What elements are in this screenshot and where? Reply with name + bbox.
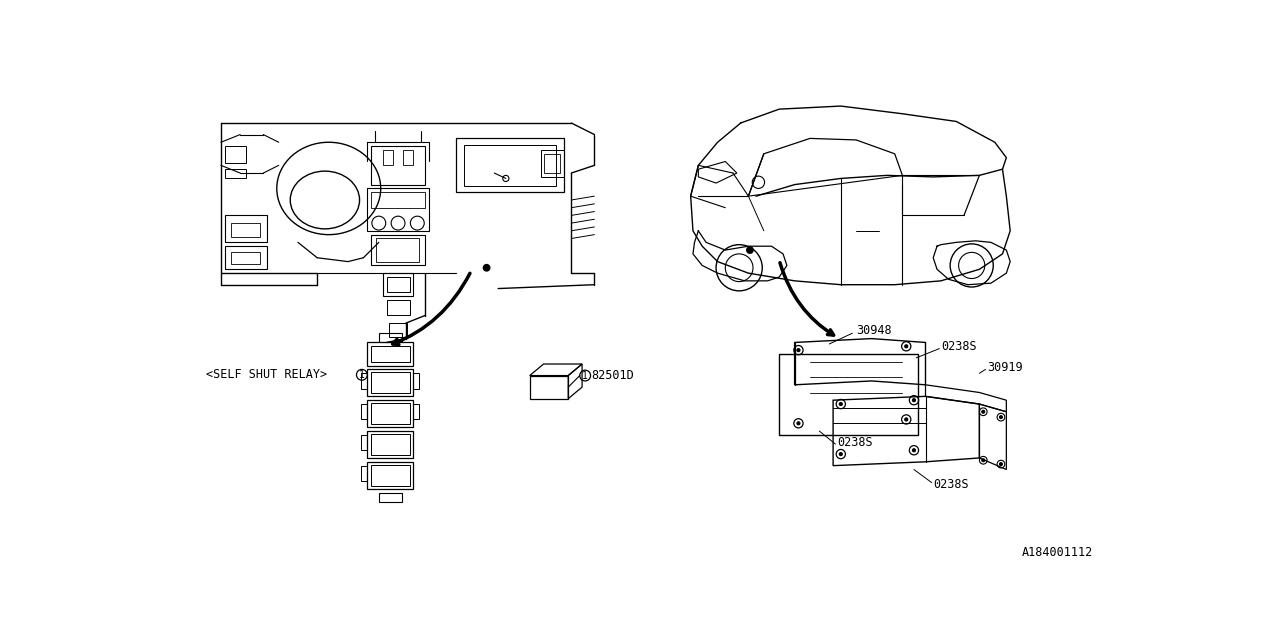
Bar [456, 138, 563, 192]
Bar [371, 192, 425, 208]
Bar [463, 145, 556, 186]
Bar [413, 373, 419, 388]
Bar [367, 188, 429, 231]
Text: 0238S: 0238S [933, 478, 969, 492]
Bar [371, 372, 410, 393]
Circle shape [840, 403, 842, 406]
Bar [403, 150, 413, 165]
Bar [225, 146, 246, 163]
Bar [376, 239, 419, 262]
Bar [230, 252, 260, 264]
Circle shape [982, 459, 984, 462]
Circle shape [484, 265, 490, 271]
Bar [371, 465, 410, 486]
Bar [367, 400, 413, 427]
Circle shape [913, 399, 915, 402]
Text: 0238S: 0238S [941, 340, 977, 353]
Bar [379, 493, 402, 502]
Text: 82501D: 82501D [591, 369, 634, 382]
Circle shape [1000, 463, 1002, 466]
Bar [413, 404, 419, 419]
Bar [367, 342, 413, 365]
Circle shape [913, 449, 915, 452]
Bar [387, 300, 410, 316]
Bar [371, 346, 410, 362]
Circle shape [797, 422, 800, 425]
Bar [367, 462, 413, 489]
Bar [544, 154, 559, 173]
Text: 0238S: 0238S [837, 436, 873, 449]
Bar [225, 169, 246, 179]
Bar [230, 223, 260, 237]
Bar [383, 150, 393, 165]
Bar [387, 277, 410, 292]
Bar [383, 273, 413, 296]
Text: 1: 1 [582, 371, 588, 381]
Circle shape [982, 410, 984, 413]
Bar [361, 373, 367, 388]
Bar [225, 246, 268, 269]
Bar [225, 216, 268, 243]
Circle shape [840, 452, 842, 456]
Text: 30919: 30919 [987, 362, 1023, 374]
Bar [379, 333, 402, 342]
Circle shape [905, 418, 908, 421]
Bar [361, 435, 367, 451]
Bar [361, 466, 367, 481]
Circle shape [797, 349, 800, 352]
Bar [371, 235, 425, 266]
Bar [389, 323, 407, 337]
Bar [361, 404, 367, 419]
Bar [371, 434, 410, 455]
Bar [367, 369, 413, 396]
Text: 30948: 30948 [856, 324, 892, 337]
Bar [371, 146, 425, 184]
Text: A184001112: A184001112 [1021, 546, 1093, 559]
Text: 1: 1 [358, 370, 365, 380]
Circle shape [905, 345, 908, 348]
Bar [540, 150, 563, 177]
Bar [371, 403, 410, 424]
Circle shape [1000, 415, 1002, 419]
Bar [367, 431, 413, 458]
Text: <SELF SHUT RELAY>: <SELF SHUT RELAY> [206, 368, 326, 381]
Circle shape [746, 247, 753, 253]
